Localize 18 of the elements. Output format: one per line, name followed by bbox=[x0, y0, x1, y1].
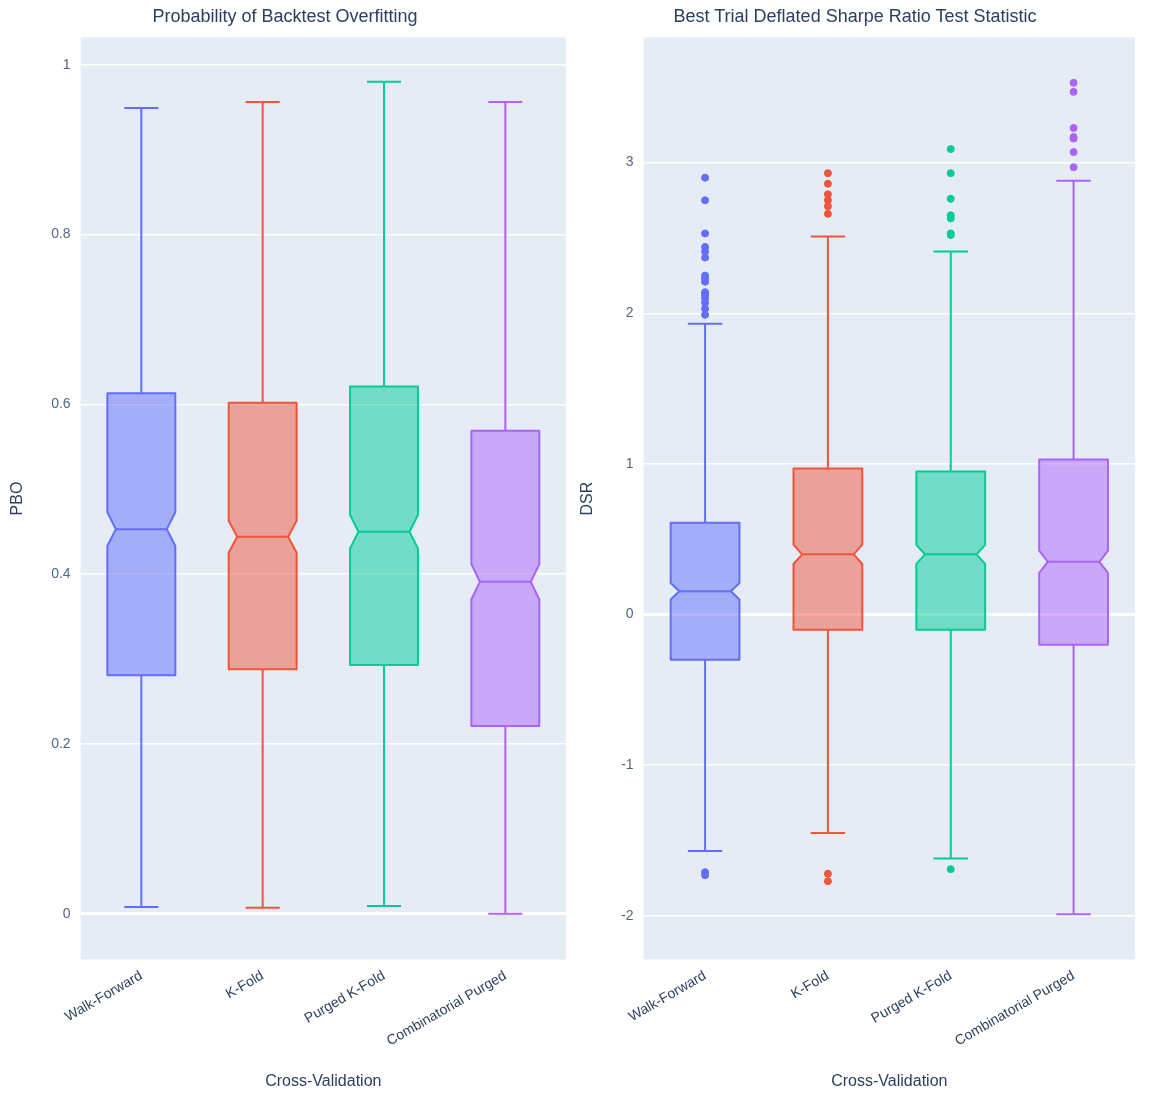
y-axis-title: PBO bbox=[8, 481, 26, 516]
y-tick-label: 0.8 bbox=[51, 225, 71, 242]
y-tick-label: 0 bbox=[62, 904, 71, 921]
x-axis-title: Cross-Validation bbox=[831, 1071, 948, 1089]
y-tick-label: -2 bbox=[621, 906, 634, 923]
chart-title: Best Trial Deflated Sharpe Ratio Test Statistic bbox=[673, 5, 1037, 26]
y-tick-label: 0.2 bbox=[51, 734, 71, 751]
y-axis-title: DSR bbox=[578, 481, 596, 516]
y-tick-label: 0.4 bbox=[51, 564, 71, 581]
chart-title: Probability of Backtest Overfitting bbox=[152, 5, 418, 26]
y-tick-label: 2 bbox=[625, 304, 634, 321]
y-tick-label: 0.6 bbox=[51, 395, 71, 412]
y-tick-label: 3 bbox=[625, 153, 634, 170]
y-tick-label: 0 bbox=[625, 605, 634, 622]
x-axis-title: Cross-Validation bbox=[265, 1071, 382, 1089]
y-tick-label: 1 bbox=[62, 55, 71, 72]
y-tick-label: -1 bbox=[621, 756, 634, 773]
y-tick-label: 1 bbox=[625, 454, 634, 471]
